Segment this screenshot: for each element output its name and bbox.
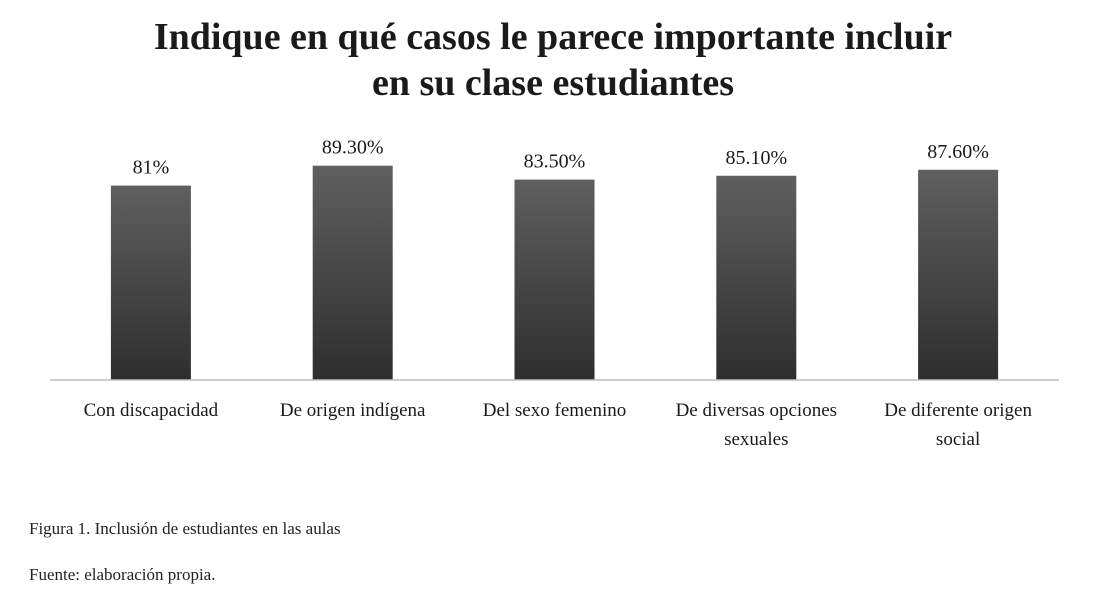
category-label-3-1: sexuales: [724, 429, 788, 450]
source-caption: Fuente: elaboración propia.: [29, 565, 216, 584]
bar-0: [110, 185, 191, 380]
category-label-4-1: social: [936, 429, 980, 450]
bars-group: [110, 165, 999, 380]
category-label-1-0: De origen indígena: [280, 400, 426, 421]
bar-4: [918, 169, 999, 380]
value-label-2: 83.50%: [524, 151, 586, 173]
value-label-3: 85.10%: [725, 147, 787, 169]
value-label-0: 81%: [133, 157, 170, 179]
chart-title-line-1: Indique en qué casos le parece important…: [153, 16, 953, 58]
chart-title: Indique en qué casos le parece important…: [0, 14, 1106, 106]
category-label-4-0: De diferente origen: [884, 400, 1032, 421]
value-label-4: 87.60%: [927, 141, 989, 163]
category-labels-group: Con discapacidad De origen indígena Del se…: [84, 400, 1033, 450]
bar-2: [514, 179, 595, 380]
chart-title-line-2: en su clase estudiantes: [371, 62, 735, 104]
bar-chart: 81% 89.30% 83.50% 85.10% 87.60% Con discapac…: [50, 137, 1059, 450]
bar-3: [716, 175, 797, 380]
category-label-0-0: Con discapacidad: [84, 400, 219, 421]
figure-caption: Figura 1. Inclusión de estudiantes en la…: [29, 519, 341, 538]
value-labels-group: 81% 89.30% 83.50% 85.10% 87.60%: [133, 137, 989, 179]
bar-1: [312, 165, 393, 380]
category-label-2-0: Del sexo femenino: [483, 400, 627, 421]
category-label-3-0: De diversas opciones: [676, 400, 837, 421]
value-label-1: 89.30%: [322, 137, 384, 159]
